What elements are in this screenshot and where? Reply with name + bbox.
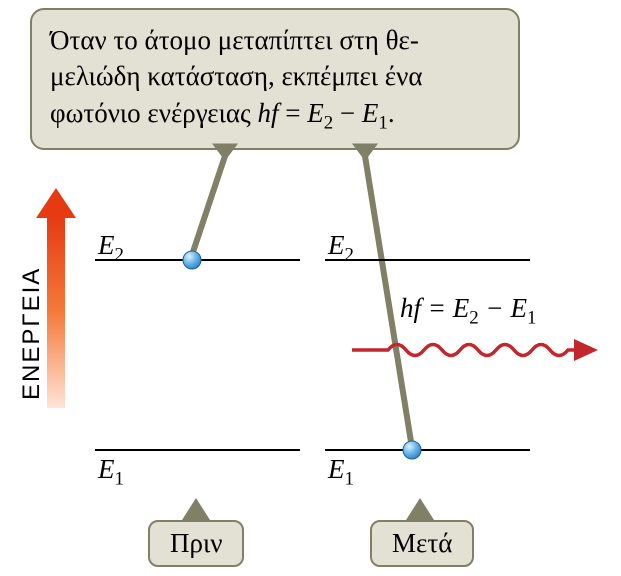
electron-after: [403, 441, 421, 459]
callout-line1: Όταν το άτομο μεταπίπτει στη θε-: [50, 25, 419, 55]
energy-axis-label: ΕΝΕΡΓΕΙΑ: [18, 267, 46, 400]
label-E2-before: E2: [98, 230, 124, 266]
label-E1-before: E1: [98, 454, 124, 490]
bottom-pointers: [182, 498, 434, 520]
callout-line2: μελιώδη κατάσταση, εκπέμπει ένα: [50, 61, 423, 91]
energy-levels: [95, 260, 530, 450]
diagram-stage: Όταν το άτομο μεταπίπτει στη θε- μελιώδη…: [0, 0, 621, 576]
callout-pointers: [192, 144, 412, 448]
callout-formula: hf: [257, 98, 278, 128]
callout-box: Όταν το άτομο μεταπίπτει στη θε- μελιώδη…: [30, 8, 520, 150]
electrons: [183, 251, 421, 459]
label-E2-after: E2: [328, 230, 354, 266]
label-E1-after: E1: [328, 454, 354, 490]
photon-arrow-icon: [352, 339, 598, 361]
electron-before: [183, 251, 201, 269]
label-after: Μετά: [370, 520, 474, 567]
photon-energy-label: hf = E2 − E1: [400, 293, 536, 329]
label-before: Πριν: [148, 520, 244, 567]
callout-line3-prefix: φωτόνιο ενέργειας: [50, 98, 257, 128]
